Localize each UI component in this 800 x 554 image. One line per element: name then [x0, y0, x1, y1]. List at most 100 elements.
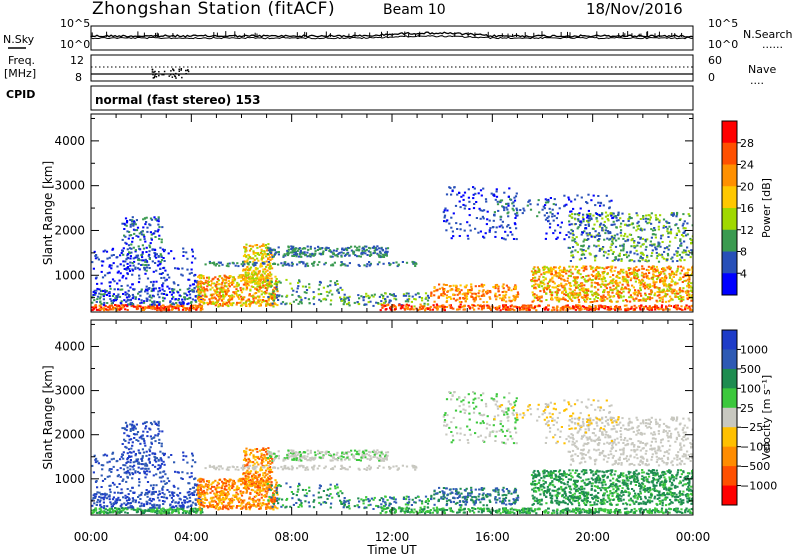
colorbar-tick-label: 20 — [740, 180, 754, 193]
x-tick-label: 00:00 — [74, 530, 109, 544]
power-scatter — [91, 186, 693, 312]
freq-scatter-point — [173, 75, 176, 77]
cpid-panel-frame — [90, 85, 694, 111]
x-axis-label: Time UT — [366, 543, 417, 554]
freq-scatter-point — [184, 69, 187, 72]
freq-scatter-point — [171, 76, 174, 78]
noise-ytick-right-bottom: 10^0 — [708, 38, 738, 51]
power-ytick-label: 4000 — [54, 134, 85, 148]
freq-scatter-point — [151, 68, 154, 71]
cpid-label: CPID — [6, 88, 35, 101]
colorbar-swatch — [722, 407, 737, 428]
freq-scatter-point — [181, 76, 183, 79]
colorbar-swatch — [722, 164, 737, 187]
nave-legend: .... — [750, 74, 764, 87]
x-tick-label: 20:00 — [575, 530, 610, 544]
freq-scatter-point — [151, 71, 154, 73]
freq-scatter-point — [178, 68, 180, 71]
x-tick-label: 04:00 — [174, 530, 209, 544]
colorbar-tick-label: −100 — [740, 441, 770, 454]
freq-scatter-point — [178, 74, 180, 77]
nsky-trace — [90, 31, 694, 38]
freq-scatter-point — [187, 70, 190, 73]
colorbar-tick-label: −1000 — [740, 480, 777, 493]
colorbar-swatch — [722, 142, 737, 165]
freq-scatter-point — [185, 72, 187, 75]
freq-scatter-point — [152, 73, 154, 76]
freq-scatter-point — [153, 76, 156, 79]
freq-scatter-point — [170, 70, 172, 72]
colorbar-swatch — [722, 466, 737, 487]
freq-scatter-point — [172, 69, 175, 71]
velocity-ytick-label: 1000 — [54, 472, 85, 486]
x-tick-label: 12:00 — [375, 530, 410, 544]
freq-ytick-right-top: 60 — [708, 54, 722, 67]
colorbar-swatch — [722, 388, 737, 409]
x-tick-label: 16:00 — [475, 530, 510, 544]
power-ytick-label: 3000 — [54, 179, 85, 193]
freq-scatter-point — [169, 73, 172, 76]
nsearch-trace — [90, 35, 694, 40]
freq-scatter-point — [154, 70, 156, 73]
colorbar-tick-label: 16 — [740, 202, 754, 215]
colorbar-swatch — [722, 208, 737, 231]
colorbar-tick-label: 25 — [740, 402, 754, 415]
freq-scatter-point — [153, 71, 155, 73]
date-label: 18/Nov/2016 — [586, 0, 683, 18]
colorbar-tick-label: 28 — [740, 137, 754, 150]
freq-scatter-point — [154, 73, 157, 76]
power-ytick-label: 1000 — [54, 268, 85, 282]
colorbar-frame — [721, 329, 738, 506]
freq-scatter-point — [158, 71, 160, 73]
colorbar-swatch — [722, 186, 737, 209]
freq-ytick-bottom: 8 — [75, 71, 82, 84]
nsky-label: N.Sky — [3, 33, 35, 46]
beam-label: Beam 10 — [383, 2, 446, 18]
freq-scatter-point — [161, 73, 163, 76]
freq-scatter-point — [172, 73, 175, 76]
colorbar-tick-label: 1000 — [740, 343, 768, 356]
colorbar-label: Power [dB] — [760, 178, 773, 238]
power-ytick-label: 2000 — [54, 223, 85, 237]
colorbar-label: Velocity [m s⁻¹] — [760, 375, 773, 460]
colorbar-tick-label: 24 — [740, 159, 754, 172]
colorbar-swatch — [722, 349, 737, 370]
velocity-scatter — [91, 391, 693, 515]
colorbar-tick-label: 8 — [740, 246, 747, 259]
colorbar-tick-label: 12 — [740, 224, 754, 237]
freq-panel-frame — [90, 54, 694, 82]
freq-ytick-right-bottom: 0 — [708, 71, 715, 84]
freq-scatter-point — [172, 68, 174, 70]
velocity-ytick-label: 2000 — [54, 428, 85, 442]
nsearch-legend: ...... — [762, 38, 783, 51]
freq-scatter-point — [180, 69, 182, 71]
freq-ytick-top: 12 — [70, 54, 84, 67]
colorbar-swatch — [722, 427, 737, 448]
colorbar-swatch — [722, 368, 737, 389]
noise-ytick-top: 10^5 — [60, 17, 90, 30]
station-title: Zhongshan Station (fitACF) — [92, 0, 335, 19]
x-tick-label: 08:00 — [274, 530, 309, 544]
velocity-ytick-label: 4000 — [54, 339, 85, 353]
freq-label-2: [MHz] — [4, 67, 36, 80]
freq-scatter-point — [180, 68, 183, 70]
colorbar-swatch — [722, 446, 737, 467]
freq-scatter-point — [163, 73, 165, 76]
colorbar-swatch — [722, 121, 737, 144]
colorbar-swatch — [722, 273, 737, 296]
mode-text: normal (fast stereo) 153 — [95, 93, 261, 107]
nave-label: Nave — [748, 63, 776, 76]
noise-ytick-right-top: 10^5 — [708, 17, 738, 30]
colorbar-tick-label: −500 — [740, 460, 770, 473]
freq-scatter-point — [187, 69, 189, 71]
colorbar-tick-label: −25 — [740, 421, 763, 434]
colorbar-swatch — [722, 229, 737, 252]
freq-scatter-point — [163, 70, 166, 73]
colorbar-swatch — [722, 485, 737, 506]
freq-scatter-point — [158, 74, 160, 77]
velocity-ylabel: Slant Range [km] — [41, 365, 55, 469]
freq-scatter-point — [175, 77, 177, 79]
colorbar-tick-label: 500 — [740, 363, 761, 376]
nsearch-label: N.Search — [743, 28, 793, 41]
